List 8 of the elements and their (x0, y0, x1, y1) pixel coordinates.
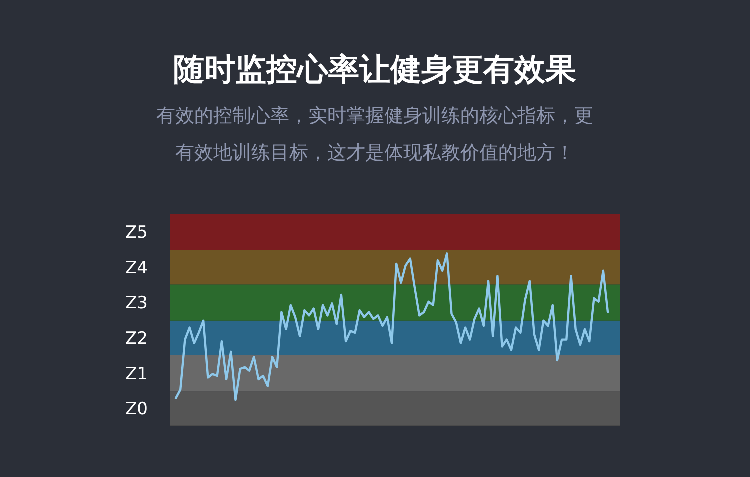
band-label: Z3 (126, 294, 148, 314)
band-label: Z0 (126, 400, 148, 420)
band-label: Z4 (126, 258, 148, 278)
band-label: Z1 (126, 364, 148, 384)
chart-subtitle: 有效的控制心率，实时掌握健身训练的核心指标，更有效地训练目标，这才是体现私教价值的地方！ (156, 105, 594, 164)
band-label: Z2 (126, 329, 148, 350)
band-label: Z5 (126, 223, 148, 244)
chart-title: 随时监控心率让健身更有效果 (174, 52, 576, 88)
